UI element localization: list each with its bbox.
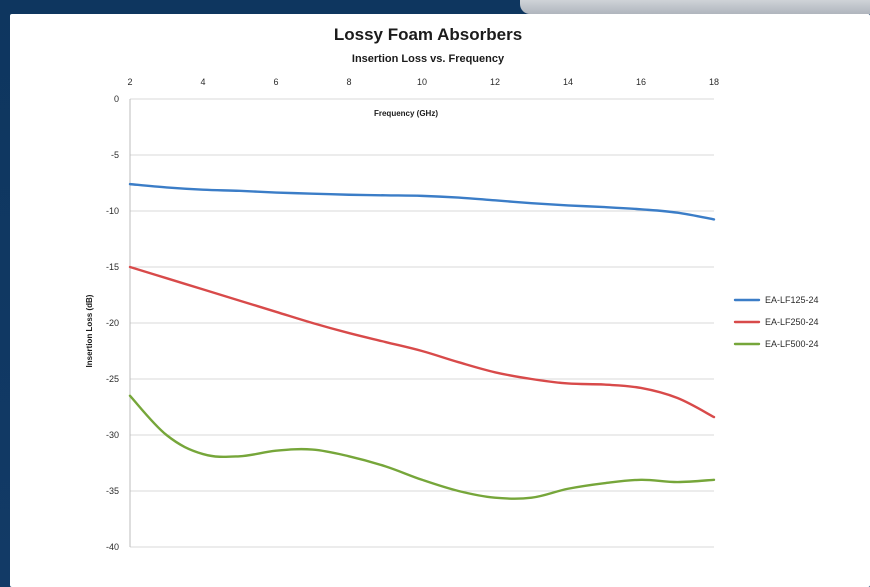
chart-grid — [130, 98, 714, 548]
series-line-ea-lf125-24 — [128, 182, 716, 221]
chart-panel: 2 4 6 8 10 12 14 16 18 0 -5 -10 -15 -20 -25 -30 -35 -40 … — [10, 14, 870, 587]
top-gloss-bar — [520, 0, 870, 14]
x-tick-label-10: 10 — [417, 77, 427, 87]
y-tick-label-minus15: -15 — [106, 262, 119, 272]
chart-series — [128, 182, 716, 500]
y-tick-label-minus25: -25 — [106, 374, 119, 384]
y-tick-label-minus5: -5 — [111, 150, 119, 160]
x-tick-label-12: 12 — [490, 77, 500, 87]
chart-legend: EA-LF125-24 EA-LF250-24 EA-LF500-24 — [733, 295, 819, 349]
legend-label-ea-lf125-24: EA-LF125-24 — [765, 295, 819, 305]
x-tick-label-16: 16 — [636, 77, 646, 87]
x-tick-label-6: 6 — [273, 77, 278, 87]
legend-label-ea-lf500-24: EA-LF500-24 — [765, 339, 819, 349]
insertion-loss-chart: 2 4 6 8 10 12 14 16 18 0-5-10-15-20-25-30-35-40 … — [85, 25, 819, 552]
y-tick-label-0: 0 — [114, 94, 119, 104]
x-axis-ticks: 2 4 6 8 10 12 14 16 18 — [127, 77, 719, 87]
x-tick-label-4: 4 — [200, 77, 205, 87]
x-tick-label-2: 2 — [127, 77, 132, 87]
x-tick-label-8: 8 — [346, 77, 351, 87]
y-axis-ticks: 0 -5 -10 -15 -20 -25 -30 -35 -40 — [106, 94, 119, 552]
y-tick-label-minus20: -20 — [106, 318, 119, 328]
y-axis-title: Insertion Loss (dB) — [85, 294, 94, 367]
chart-subtitle: Insertion Loss vs. Frequency — [352, 53, 505, 65]
chart-title: Lossy Foam Absorbers — [334, 25, 522, 44]
y-tick-label-minus40: -40 — [106, 542, 119, 552]
x-tick-label-18: 18 — [709, 77, 719, 87]
y-tick-label-minus10: -10 — [106, 206, 119, 216]
legend-label-ea-lf250-24: EA-LF250-24 — [765, 317, 819, 327]
x-axis-title: Frequency (GHz) — [374, 109, 438, 118]
series-line-ea-lf500-24 — [128, 394, 716, 500]
series-line-ea-lf250-24 — [128, 265, 716, 419]
y-tick-label-minus35: -35 — [106, 486, 119, 496]
y-tick-label-minus30: -30 — [106, 430, 119, 440]
x-tick-label-14: 14 — [563, 77, 573, 87]
